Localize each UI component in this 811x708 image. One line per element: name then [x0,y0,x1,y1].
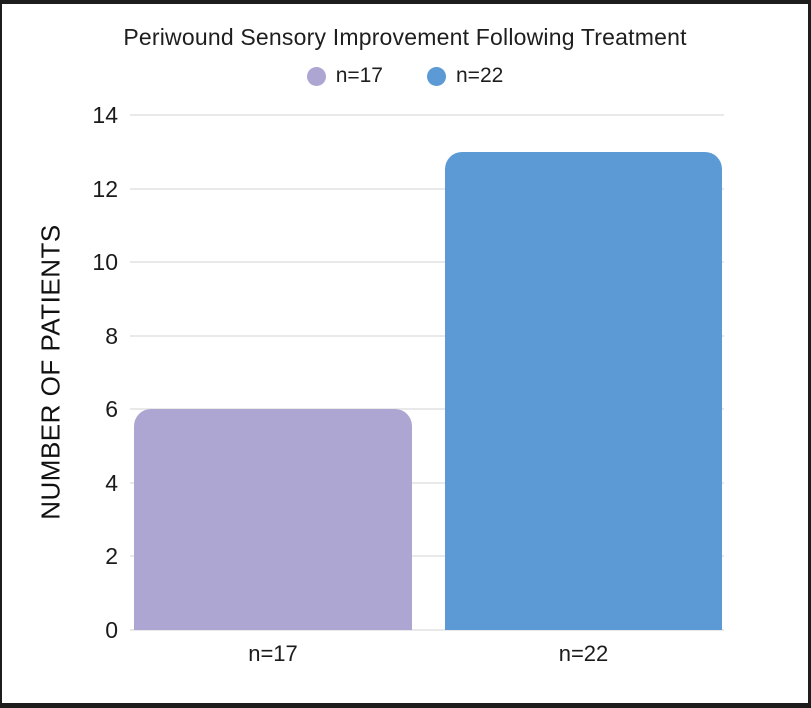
bar-n=17 [134,409,412,630]
y-tick-label-8: 8 [105,322,118,349]
y-tick-label-6: 6 [105,396,118,422]
y-tick-label-2: 2 [105,543,118,569]
x-category-label-n=22: n=22 [558,641,609,666]
gridline-y10 [130,261,724,263]
y-tick-label-12: 12 [92,175,118,202]
legend-item-n22: n=22 [427,64,503,88]
chart-title: Periwound Sensory Improvement Following … [123,24,687,50]
legend-label: n=22 [456,64,504,87]
y-tick-label-0: 0 [105,616,118,643]
gridline-y0 [130,628,724,631]
gridline-y2 [130,555,724,557]
bar-n=22 [445,151,722,630]
gridline-y4 [130,481,724,484]
gridline-y6 [130,408,724,410]
gridline-y8 [130,334,724,337]
legend-marker-circle-icon [306,66,326,86]
y-tick-label-14: 14 [92,102,118,128]
legend-label: n=17 [335,64,383,87]
legend-item-n17: n=17 [306,64,383,88]
gridline-y14 [130,114,724,116]
legend: n=17 n=22 [2,64,808,88]
x-category-label-n=17: n=17 [248,641,298,666]
y-tick-label-10: 10 [92,249,118,275]
plot-area: 0 2 4 6 8 10 12 14 n=17 n=22 [2,4,808,703]
y-tick-label-4: 4 [105,469,118,496]
gridline-y12 [130,187,724,190]
legend-marker-circle-icon [427,66,446,86]
